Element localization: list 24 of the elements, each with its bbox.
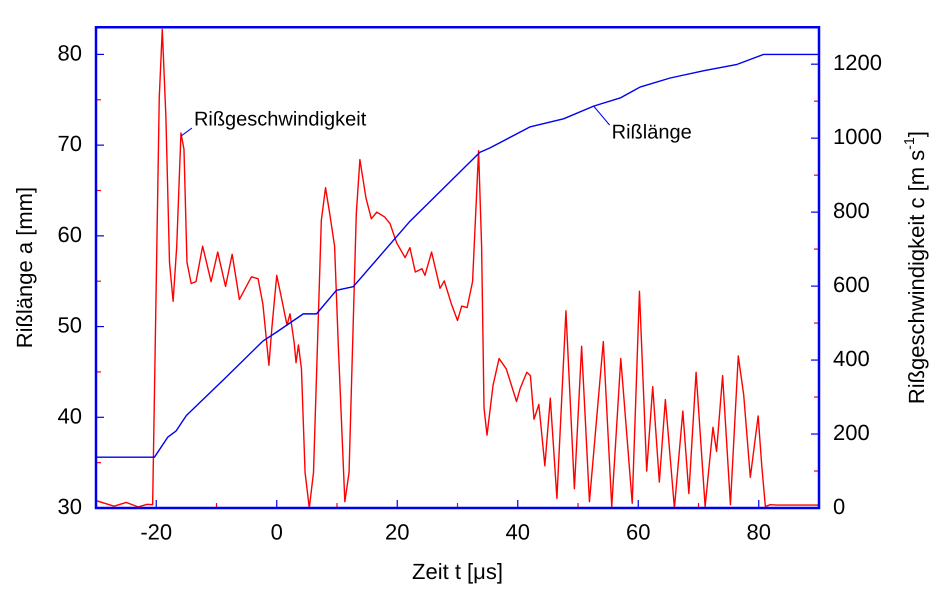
y-tick-label: 80 [58,40,82,66]
y-tick-label: 60 [58,222,82,247]
x-tick-label: 40 [506,519,530,544]
x-tick-label: 80 [746,519,771,544]
x-tick-label: -20 [140,519,172,544]
y-tick-label: 40 [58,403,82,428]
y2-tick-label: 1200 [833,50,882,76]
x-tick-label: 0 [270,519,283,544]
y2-tick-label: 400 [833,346,870,372]
x-tick-label: 60 [626,519,650,544]
y2-axis-title: Rißgeschwindigkeit c [m s-1] [902,131,930,404]
x-tick-label: 20 [385,519,410,544]
y-tick-label: 50 [58,312,82,338]
y-tick-label: 30 [58,494,82,520]
y2-tick-label: 800 [833,198,870,224]
annotation: Rißgeschwindigkeit [194,108,367,131]
y2-tick-label: 1000 [833,124,882,150]
y-tick-label: 70 [58,131,82,156]
x-axis-title: Zeit t [μs] [412,559,503,584]
annotation: Rißlänge [612,122,692,144]
y2-tick-label: 0 [833,494,846,520]
y-axis-title: Rißlänge a [mm] [12,186,38,348]
y2-tick-label: 200 [833,420,870,446]
y2-tick-label: 600 [833,272,870,298]
